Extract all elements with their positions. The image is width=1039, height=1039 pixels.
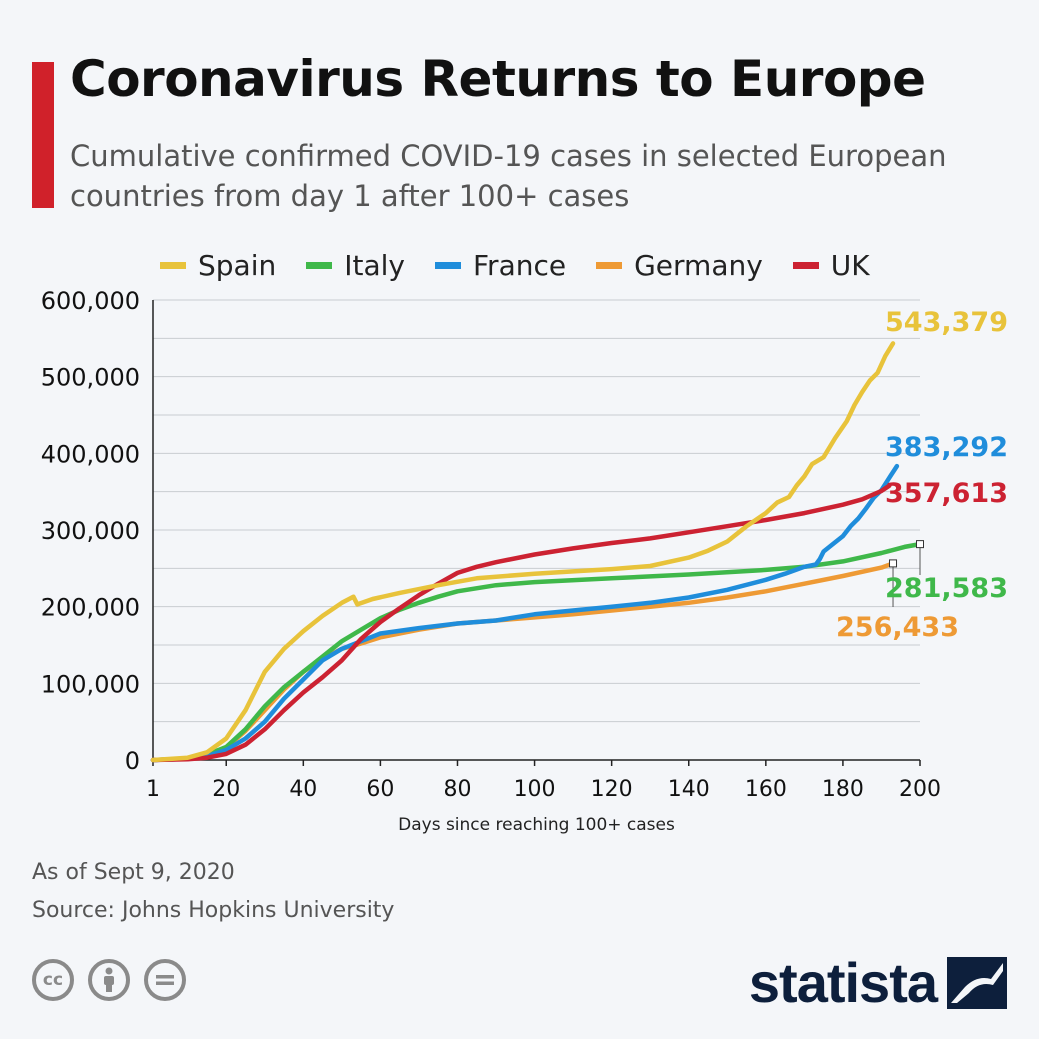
statista-brand[interactable]: statista <box>749 950 1007 1015</box>
y-tick-label: 100,000 <box>41 670 140 698</box>
y-tick-label: 200,000 <box>41 594 140 622</box>
end-label-spain: 543,379 <box>885 307 1008 338</box>
x-tick-label: 1 <box>146 777 160 802</box>
legend-swatch-france <box>434 261 461 269</box>
brand-name: statista <box>748 951 938 1014</box>
y-tick-label: 400,000 <box>41 440 140 468</box>
end-label-uk: 357,613 <box>885 478 1008 509</box>
date-note: As of Sept 9, 2020 <box>32 860 235 885</box>
x-tick-label: 20 <box>212 777 240 802</box>
source-note: Source: Johns Hopkins University <box>32 898 395 923</box>
no-derivatives-icon[interactable] <box>144 959 186 1001</box>
legend-label-italy: Italy <box>344 248 405 282</box>
y-tick-label: 0 <box>125 747 140 775</box>
x-tick-label: 180 <box>822 777 864 802</box>
series-line-france <box>150 463 900 763</box>
x-tick-label: 100 <box>514 777 556 802</box>
x-tick-label: 40 <box>289 777 317 802</box>
y-tick-label: 500,000 <box>41 364 140 392</box>
legend-label-france: France <box>472 248 567 282</box>
x-tick-label: 200 <box>899 777 941 802</box>
x-tick-label: 160 <box>745 777 787 802</box>
x-tick-label: 120 <box>591 777 633 802</box>
y-tick-label: 300,000 <box>41 517 140 545</box>
legend-label-spain: Spain <box>198 248 277 282</box>
series-line-uk <box>150 483 892 763</box>
legend-label-uk: UK <box>830 248 870 282</box>
end-label-france: 383,292 <box>885 432 1008 463</box>
chart-legend: Spain Italy France Germany UK <box>160 245 870 285</box>
legend-swatch-uk <box>792 261 819 269</box>
license-icons: cc <box>32 959 186 1001</box>
legend-swatch-spain <box>160 261 186 269</box>
x-tick-label: 60 <box>366 777 394 802</box>
legend-item-germany: Germany <box>596 249 763 282</box>
x-axis-title: Days since reaching 100+ cases <box>398 815 675 835</box>
x-tick-label: 140 <box>668 777 710 802</box>
x-tick-label: 80 <box>443 777 471 802</box>
germany-end-marker <box>889 559 898 568</box>
italy-end-marker <box>916 540 924 549</box>
attribution-person-icon[interactable] <box>88 959 130 1001</box>
chart-subtitle: Cumulative confirmed COVID-19 cases in s… <box>70 139 947 213</box>
end-label-italy: 281,583 <box>885 573 1008 604</box>
accent-bar <box>32 62 54 208</box>
legend-item-spain: Spain <box>160 249 276 282</box>
legend-swatch-germany <box>596 261 623 269</box>
end-label-germany: 256,433 <box>836 612 959 643</box>
series-line-spain <box>150 341 896 763</box>
creative-commons-icon[interactable]: cc <box>32 959 74 1001</box>
chart-title: Coronavirus Returns to Europe <box>70 50 926 108</box>
legend-swatch-italy <box>306 261 333 269</box>
legend-item-uk: UK <box>792 248 870 282</box>
legend-item-france: France <box>434 248 567 282</box>
statista-logo-icon <box>947 956 1007 1009</box>
y-tick-label: 600,000 <box>41 287 140 315</box>
legend-item-italy: Italy <box>306 249 405 282</box>
legend-label-germany: Germany <box>634 248 763 282</box>
